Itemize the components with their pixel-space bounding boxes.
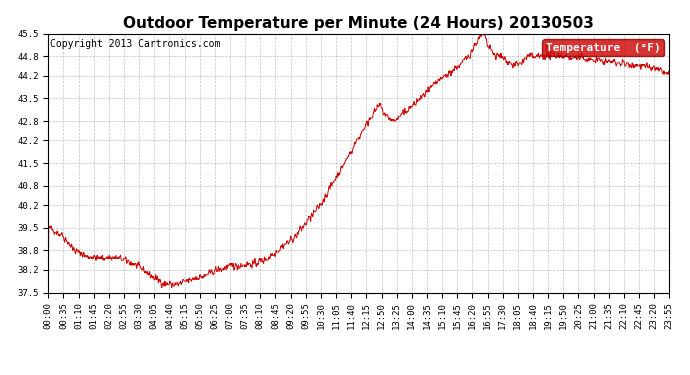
Legend: Temperature  (°F): Temperature (°F) [542,39,664,56]
Text: Copyright 2013 Cartronics.com: Copyright 2013 Cartronics.com [50,39,220,49]
Title: Outdoor Temperature per Minute (24 Hours) 20130503: Outdoor Temperature per Minute (24 Hours… [124,16,594,31]
